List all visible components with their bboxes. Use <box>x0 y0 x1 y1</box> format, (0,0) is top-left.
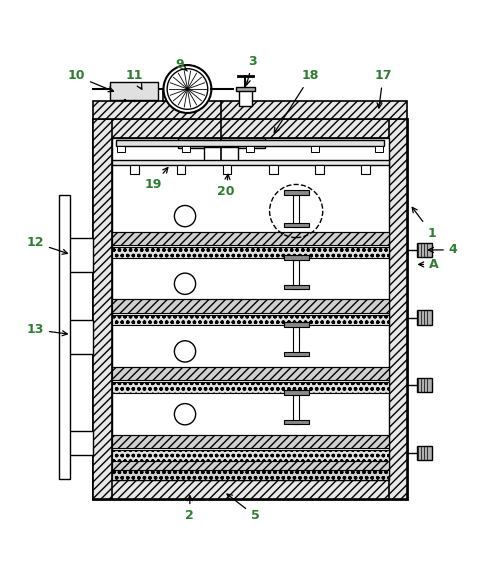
Circle shape <box>174 273 196 294</box>
Circle shape <box>174 403 196 425</box>
Bar <box>130 165 139 174</box>
Bar <box>293 327 299 356</box>
Bar <box>112 367 389 381</box>
Bar <box>59 195 70 480</box>
Bar <box>182 146 190 152</box>
Text: 4: 4 <box>428 243 458 257</box>
Text: 18: 18 <box>274 69 319 133</box>
Text: 19: 19 <box>145 168 168 191</box>
Text: A: A <box>419 258 439 271</box>
Bar <box>178 138 265 148</box>
Circle shape <box>174 341 196 362</box>
Bar <box>284 223 309 227</box>
Bar <box>284 255 309 260</box>
Bar <box>116 140 384 146</box>
Text: 2: 2 <box>186 496 194 522</box>
Bar <box>417 378 433 392</box>
Bar <box>284 285 309 289</box>
Text: 12: 12 <box>26 236 68 254</box>
Bar <box>93 119 407 499</box>
Circle shape <box>163 65 211 113</box>
Bar <box>389 119 407 499</box>
Bar <box>93 119 112 499</box>
Bar <box>69 431 93 455</box>
Bar <box>112 247 389 258</box>
Text: 3: 3 <box>245 55 257 85</box>
Bar <box>362 165 370 174</box>
Bar <box>239 89 252 106</box>
Bar <box>204 147 238 162</box>
Bar <box>293 260 299 289</box>
Text: 9: 9 <box>176 58 187 72</box>
Bar <box>315 165 324 174</box>
Bar <box>284 390 309 395</box>
Bar <box>112 470 389 480</box>
Text: 20: 20 <box>217 175 235 198</box>
Bar <box>223 165 231 174</box>
Bar <box>284 190 309 196</box>
Bar <box>417 310 433 325</box>
Text: 11: 11 <box>125 69 143 89</box>
Bar <box>284 322 309 327</box>
Bar <box>112 315 389 325</box>
Circle shape <box>167 69 208 109</box>
Bar <box>293 395 299 424</box>
Bar <box>93 119 407 138</box>
Bar <box>69 320 93 354</box>
Bar <box>417 446 433 460</box>
Text: 17: 17 <box>374 69 392 108</box>
Bar <box>311 146 319 152</box>
Bar <box>246 146 254 152</box>
Bar <box>117 146 125 152</box>
Bar <box>236 87 255 91</box>
Bar <box>269 165 278 174</box>
Bar <box>176 165 185 174</box>
Bar <box>112 382 389 393</box>
Bar <box>112 159 389 165</box>
Bar <box>112 232 389 245</box>
Bar <box>284 420 309 424</box>
Text: 1: 1 <box>412 207 436 240</box>
Bar <box>293 196 299 227</box>
Bar <box>112 138 389 480</box>
Bar <box>69 238 93 272</box>
Bar <box>375 146 383 152</box>
Bar <box>112 299 389 313</box>
Bar <box>112 456 389 470</box>
Text: 5: 5 <box>227 494 260 522</box>
Text: 13: 13 <box>27 323 68 336</box>
Circle shape <box>174 205 196 227</box>
Bar <box>417 243 433 257</box>
Text: 10: 10 <box>68 69 114 92</box>
Bar <box>112 450 389 460</box>
Bar <box>112 435 389 448</box>
Bar <box>93 480 407 499</box>
Bar <box>110 81 158 100</box>
Bar <box>284 352 309 356</box>
Bar <box>93 101 407 119</box>
